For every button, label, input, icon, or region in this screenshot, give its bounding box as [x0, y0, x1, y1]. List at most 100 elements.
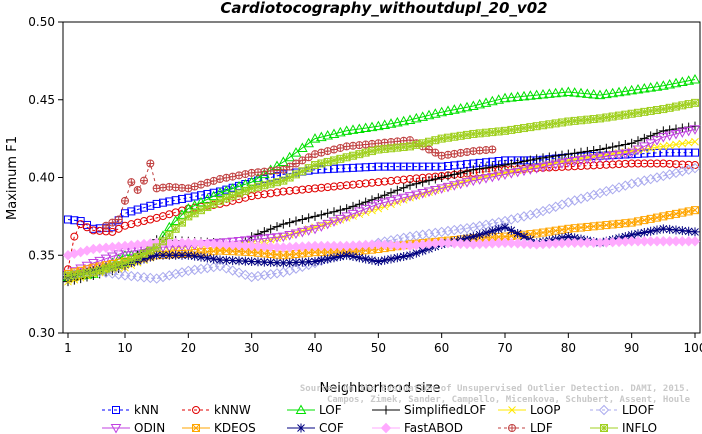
data-point: [133, 185, 142, 194]
data-point: [361, 140, 370, 149]
data-point: [532, 122, 541, 131]
data-point: [550, 160, 562, 170]
data-point: [159, 237, 167, 246]
data-point: [480, 174, 492, 184]
data-point: [475, 129, 484, 138]
data-point: [437, 173, 447, 182]
data-point: [391, 116, 403, 127]
data-point: [570, 162, 579, 171]
y-tick-label: 0.40: [28, 171, 55, 185]
data-point: [152, 184, 161, 193]
data-point: [526, 123, 535, 132]
data-point: [81, 261, 93, 272]
data-point: [335, 205, 345, 215]
data-point: [285, 186, 294, 195]
data-point: [70, 270, 79, 279]
data-point: [455, 102, 467, 113]
data-point: [292, 159, 300, 168]
data-point: [176, 209, 188, 219]
data-point: [613, 86, 625, 97]
data-point: [475, 230, 485, 240]
data-point: [659, 159, 668, 168]
x-tick-label: 20: [181, 341, 196, 355]
data-point: [670, 77, 682, 88]
data-point: [664, 131, 676, 142]
data-point: [659, 142, 668, 151]
data-point: [550, 87, 562, 98]
data-point: [582, 146, 592, 156]
data-point: [678, 160, 687, 169]
data-point: [121, 196, 129, 205]
data-point: [330, 182, 338, 191]
x-tick-label: 10: [117, 341, 132, 355]
data-point: [411, 179, 421, 189]
data-point: [253, 257, 263, 267]
data-point: [392, 185, 402, 195]
data-point: [304, 185, 313, 194]
data-point: [233, 236, 245, 247]
data-point: [87, 259, 99, 269]
data-point: [279, 165, 288, 174]
data-point: [500, 222, 510, 232]
data-point: [678, 101, 687, 110]
data-point: [424, 176, 434, 186]
y-tick-label: 0.35: [28, 248, 55, 262]
data-point: [114, 215, 123, 224]
data-point: [486, 172, 498, 183]
data-point: [589, 115, 598, 124]
data-point: [690, 227, 700, 237]
data-point: [247, 168, 256, 177]
data-point: [430, 174, 440, 184]
data-point: [171, 250, 181, 260]
data-point: [291, 216, 301, 226]
data-point: [581, 88, 593, 98]
data-point: [336, 164, 345, 173]
data-point: [494, 127, 503, 136]
data-point: [330, 156, 338, 165]
data-point: [594, 153, 606, 163]
data-point: [518, 166, 530, 177]
data-point: [239, 236, 251, 246]
data-point: [677, 123, 687, 133]
data-point: [651, 81, 663, 91]
data-point: [240, 269, 251, 281]
y-tick-label: 0.45: [28, 93, 55, 107]
data-point: [475, 164, 485, 174]
data-point: [570, 148, 580, 158]
data-point: [252, 235, 264, 245]
data-point: [171, 183, 180, 192]
data-point: [468, 165, 478, 175]
data-point: [328, 217, 340, 227]
data-point: [600, 88, 612, 99]
data-point: [278, 219, 288, 229]
data-point: [360, 122, 372, 133]
data-point: [437, 134, 446, 143]
legend-item: kNN: [102, 403, 159, 417]
data-point: [562, 157, 574, 168]
plot-frame: [62, 21, 701, 334]
x-tick-label: 90: [624, 341, 639, 355]
data-point: [645, 173, 656, 185]
data-point: [323, 208, 333, 218]
data-point: [328, 128, 340, 138]
legend-marker: [381, 405, 391, 415]
data-point: [404, 114, 416, 124]
data-point: [513, 124, 522, 133]
data-point: [537, 88, 549, 99]
data-point: [298, 185, 307, 194]
data-point: [399, 162, 408, 171]
data-point: [494, 224, 504, 234]
data-point: [600, 152, 612, 162]
data-point: [531, 89, 543, 100]
data-point: [615, 111, 623, 120]
data-point: [691, 98, 699, 107]
data-point: [575, 87, 587, 98]
data-point: [222, 173, 231, 182]
legend-marker: [295, 404, 307, 414]
data-point: [165, 231, 174, 240]
data-point: [317, 159, 326, 168]
data-point: [468, 222, 479, 233]
data-point: [638, 142, 650, 152]
data-point: [290, 229, 302, 239]
data-point: [159, 183, 167, 192]
